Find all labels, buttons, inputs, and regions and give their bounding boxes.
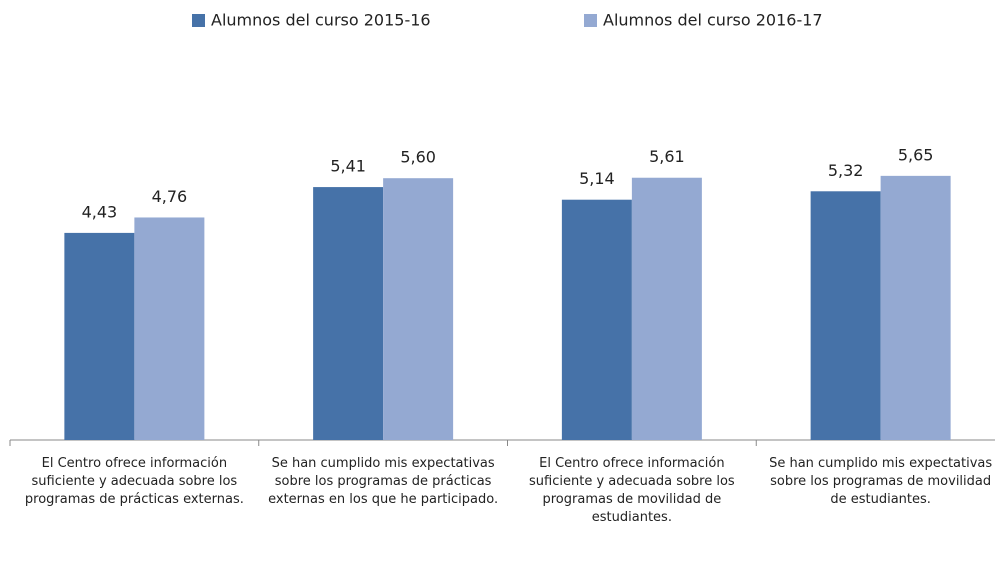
bar	[631, 177, 702, 441]
value-label: 5,32	[828, 161, 864, 180]
bar	[383, 178, 454, 440]
bar	[134, 217, 205, 440]
bar	[561, 199, 632, 440]
legend-label: Alumnos del curso 2016-17	[603, 11, 823, 30]
value-label: 5,41	[330, 157, 366, 176]
bar	[64, 232, 135, 440]
legend-swatch	[192, 14, 205, 27]
bar	[880, 175, 951, 441]
value-label: 4,43	[82, 202, 118, 221]
x-tick-label: El Centro ofrece información suficiente …	[24, 456, 244, 507]
value-label: 4,76	[152, 187, 188, 206]
bar	[810, 191, 881, 440]
x-tick-label: Se han cumplido mis expectativas sobre l…	[769, 456, 993, 507]
bar	[313, 187, 384, 440]
value-label: 5,61	[649, 147, 685, 166]
value-label: 5,65	[898, 145, 934, 164]
legend-swatch	[584, 14, 597, 27]
x-tick-label: El Centro ofrece información suficiente …	[529, 456, 735, 525]
value-label: 5,14	[579, 169, 615, 188]
legend-label: Alumnos del curso 2015-16	[211, 11, 431, 30]
x-tick-label: Se han cumplido mis expectativas sobre l…	[268, 456, 499, 507]
value-label: 5,60	[400, 148, 436, 167]
